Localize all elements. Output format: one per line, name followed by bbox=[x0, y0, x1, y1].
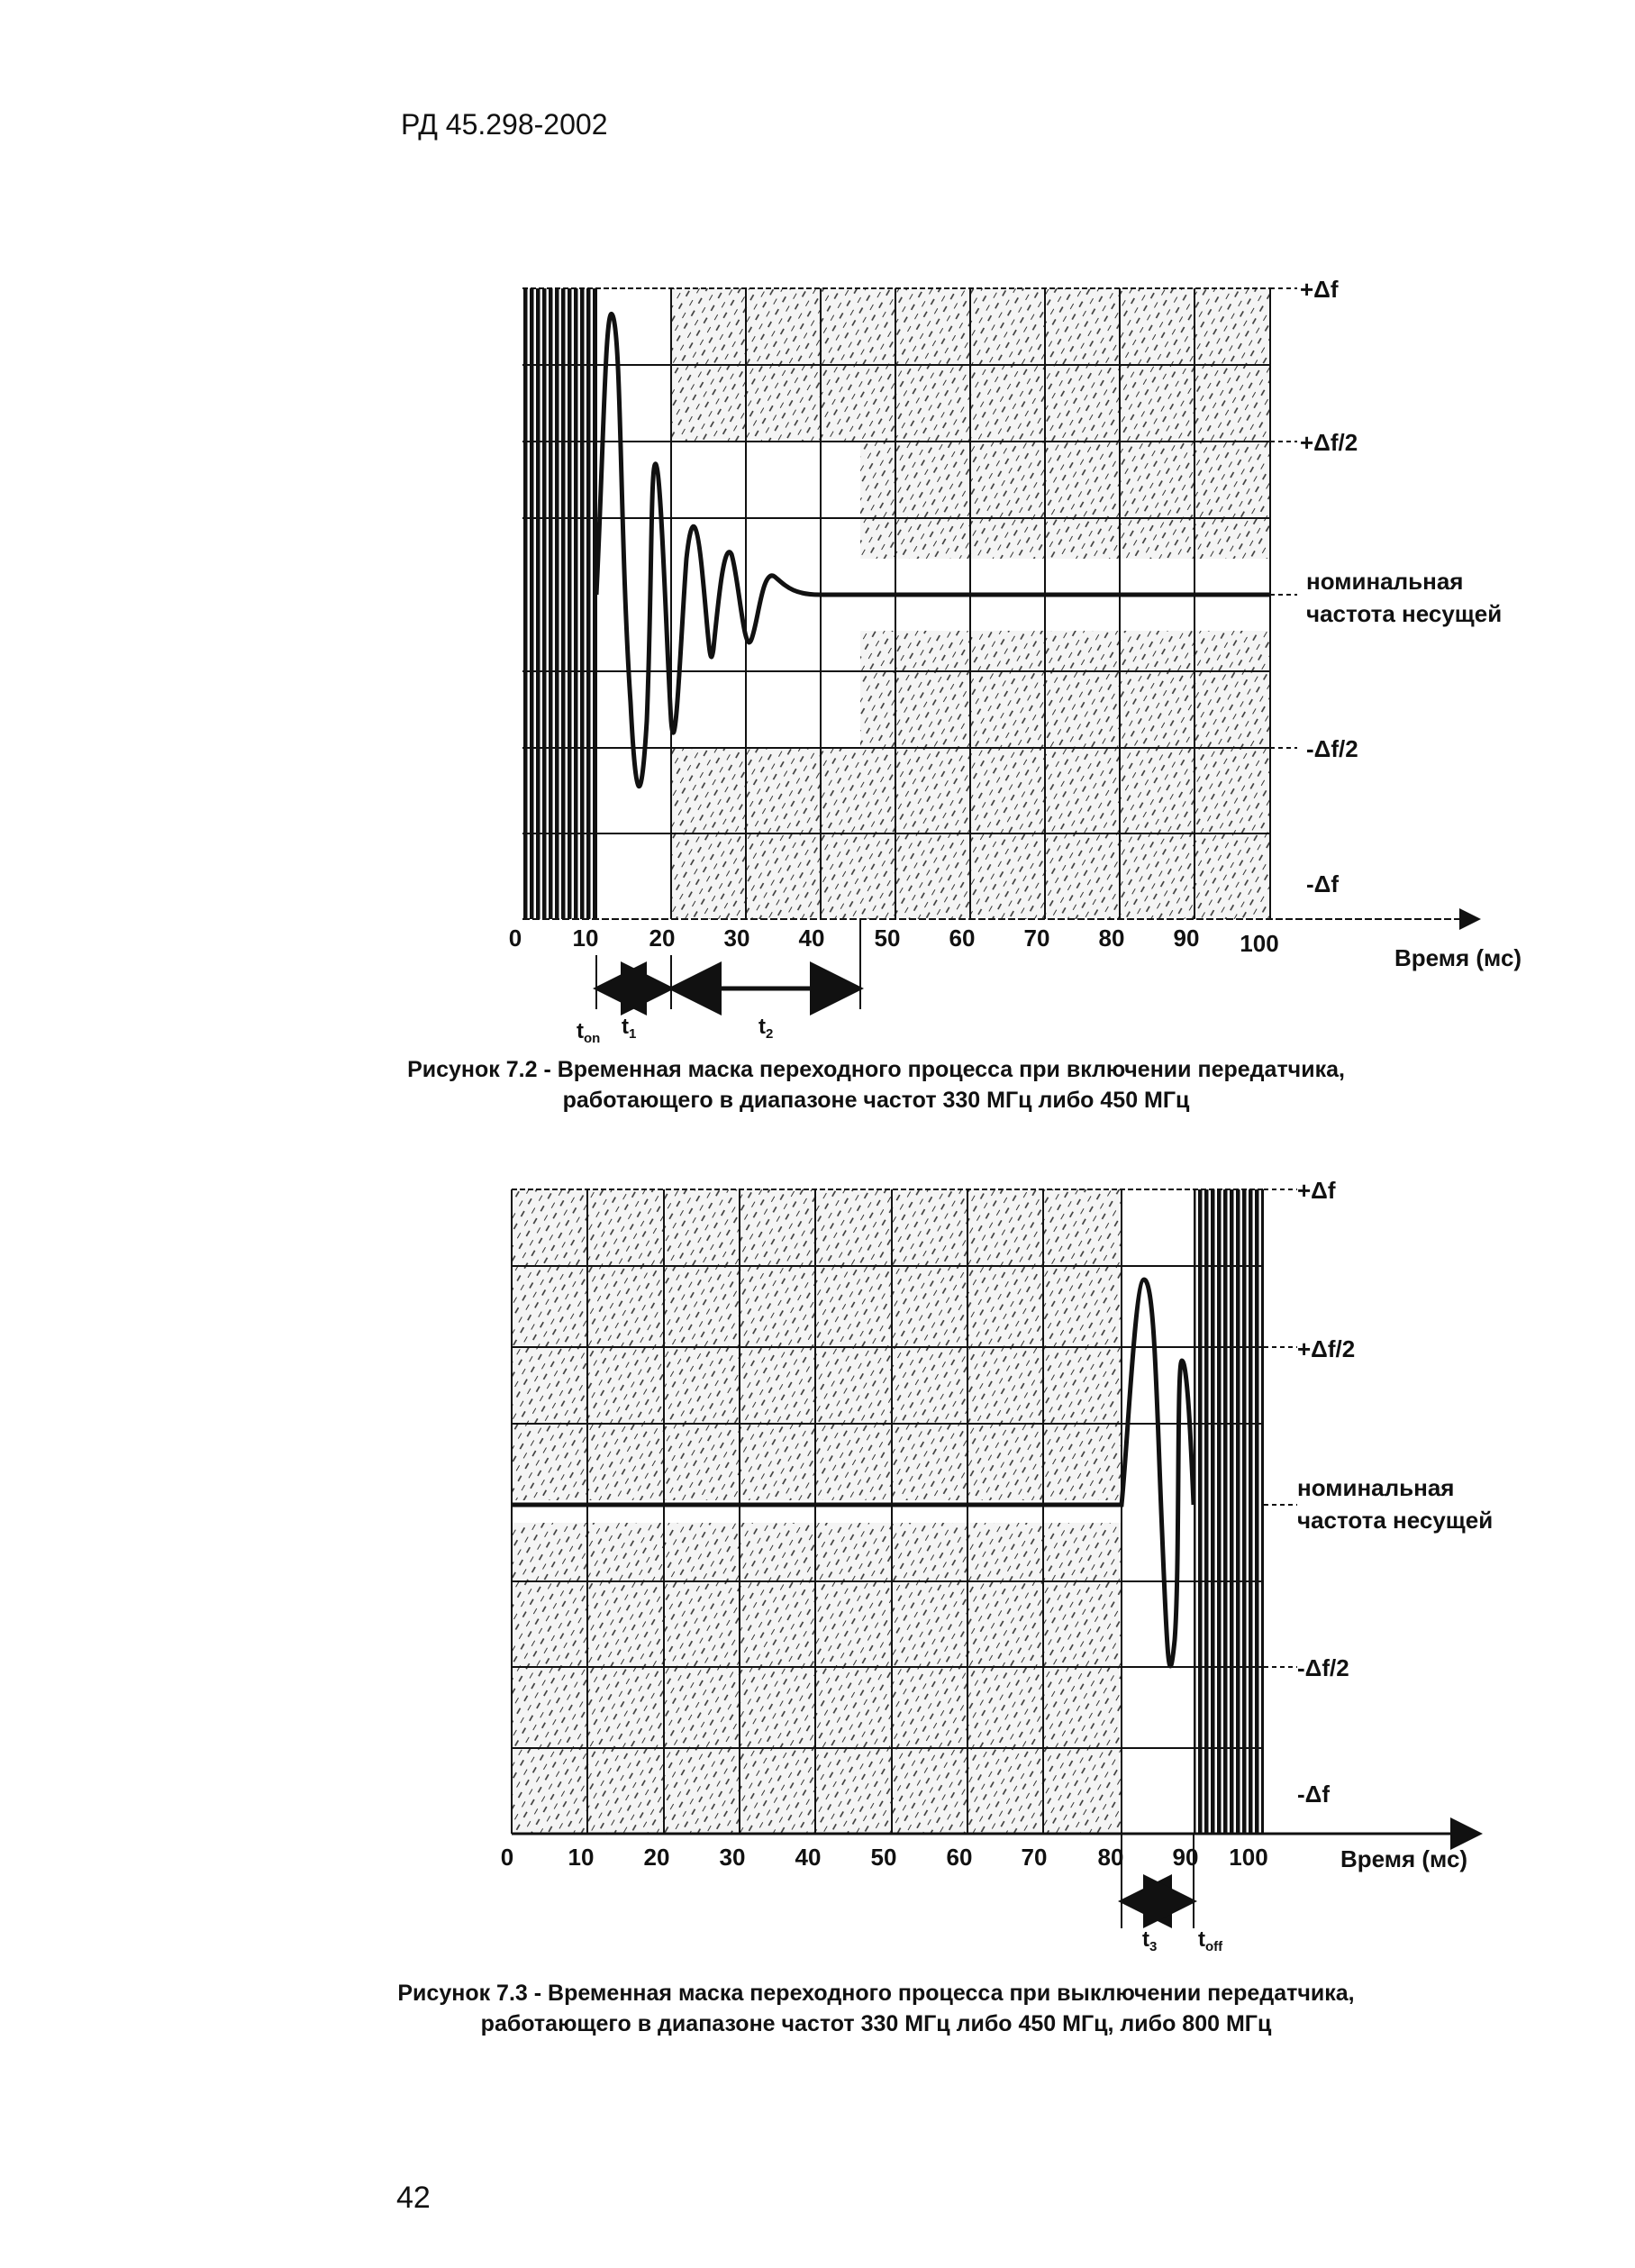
x-tick: 40 bbox=[799, 925, 825, 952]
label-nominal-line2: частота несущей bbox=[1306, 600, 1502, 627]
label-minus-half-df-2: -Δf/2 bbox=[1297, 1654, 1349, 1681]
caption-line: Рисунок 7.2 - Временная маска переходног… bbox=[407, 1057, 1345, 1082]
x-tick: 0 bbox=[509, 925, 522, 952]
label-nominal-line2-2: частота несущей bbox=[1297, 1507, 1493, 1534]
interval-t1-label: t1 bbox=[622, 1015, 636, 1042]
x-tick: 100 bbox=[1229, 1844, 1267, 1871]
label-plus-df-2: +Δf bbox=[1297, 1177, 1336, 1204]
hatch-lower-right bbox=[860, 631, 1270, 748]
x-tick: 10 bbox=[573, 925, 599, 952]
label-plus-df: +Δf bbox=[1300, 276, 1339, 303]
x-tick: 70 bbox=[1024, 925, 1050, 952]
x-tick: 0 bbox=[501, 1844, 513, 1871]
label-minus-half-df: -Δf/2 bbox=[1306, 735, 1358, 762]
x-tick: 20 bbox=[649, 925, 676, 952]
x-axis-label-2: Время (мс) bbox=[1340, 1845, 1467, 1872]
x-tick: 60 bbox=[949, 925, 976, 952]
label-plus-half-df: +Δf/2 bbox=[1300, 429, 1358, 456]
label-minus-df: -Δf bbox=[1306, 870, 1339, 897]
caption-line: Рисунок 7.3 - Временная маска переходног… bbox=[397, 1981, 1355, 2006]
interval-ton-label: ton bbox=[577, 1019, 600, 1045]
x-tick: 100 bbox=[1240, 930, 1278, 957]
label-nominal-line1-2: номинальная bbox=[1297, 1474, 1454, 1501]
x-tick: 80 bbox=[1098, 1844, 1124, 1871]
document-code: РД 45.298-2002 bbox=[401, 108, 608, 141]
x-tick: 90 bbox=[1174, 925, 1200, 952]
x-tick: 10 bbox=[568, 1844, 595, 1871]
page-number: 42 bbox=[396, 2181, 431, 2215]
interval-t3-label: t3 bbox=[1142, 1927, 1157, 1954]
no-transmission-zone bbox=[522, 288, 596, 919]
x-tick: 30 bbox=[720, 1844, 746, 1871]
x-tick: 60 bbox=[947, 1844, 973, 1871]
interval-t2-label: t2 bbox=[758, 1015, 773, 1042]
hatch-lower bbox=[512, 1523, 1122, 1834]
x-tick: 50 bbox=[875, 925, 901, 952]
x-tick: 70 bbox=[1022, 1844, 1048, 1871]
x-tick: 20 bbox=[644, 1844, 670, 1871]
figure-7-2: 0 10 20 30 40 50 60 70 80 90 100 Время (… bbox=[509, 276, 1521, 1045]
caption-line: работающего в диапазоне частот 330 МГц л… bbox=[562, 1088, 1190, 1113]
x-tick: 90 bbox=[1173, 1844, 1199, 1871]
frequency-transient-curve bbox=[594, 311, 1270, 788]
figure-7-3-caption: Рисунок 7.3 - Временная маска переходног… bbox=[0, 1978, 1635, 2039]
hatch-upper bbox=[512, 1189, 1122, 1500]
figure-7-2-caption: Рисунок 7.2 - Временная маска переходног… bbox=[0, 1054, 1635, 1116]
x-tick: 40 bbox=[795, 1844, 822, 1871]
interval-toff-label: toff bbox=[1198, 1927, 1223, 1954]
label-nominal-line1: номинальная bbox=[1306, 568, 1463, 595]
frequency-transient-curve-2 bbox=[512, 1277, 1196, 1669]
x-axis-label: Время (мс) bbox=[1394, 944, 1521, 971]
x-tick-labels: 0 10 20 30 40 50 60 70 80 90 100 bbox=[509, 925, 1279, 957]
label-plus-half-df-2: +Δf/2 bbox=[1297, 1335, 1355, 1362]
x-tick: 30 bbox=[724, 925, 750, 952]
hatch-upper-right bbox=[860, 442, 1270, 559]
no-transmission-zone-2 bbox=[1194, 1189, 1264, 1834]
x-tick: 50 bbox=[871, 1844, 897, 1871]
x-tick: 80 bbox=[1099, 925, 1125, 952]
figure-7-3: 0 10 20 30 40 50 60 70 80 90 100 Время (… bbox=[501, 1177, 1493, 1954]
caption-line: работающего в диапазоне частот 330 МГц л… bbox=[480, 2011, 1272, 2036]
forbidden-zones-2 bbox=[512, 1189, 1122, 1834]
label-minus-df-2: -Δf bbox=[1297, 1781, 1330, 1808]
